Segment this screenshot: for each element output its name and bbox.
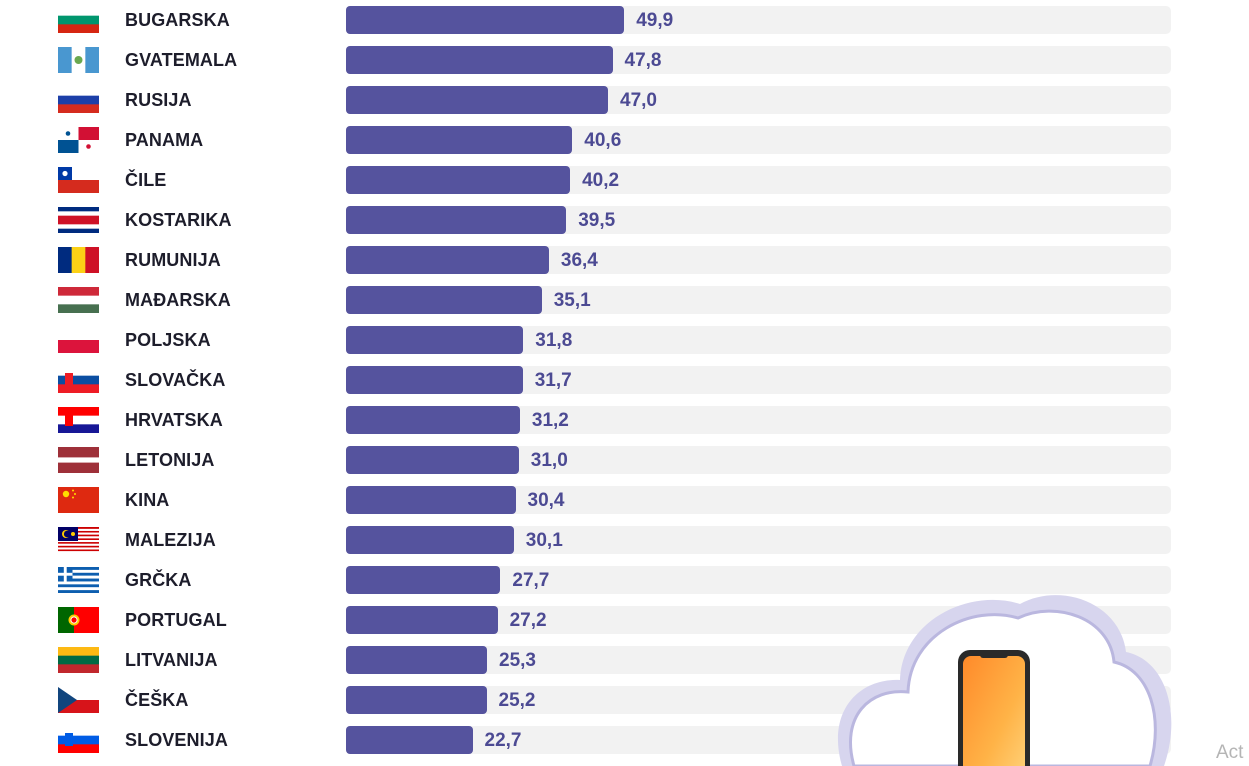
chile-flag	[58, 167, 99, 193]
bar	[346, 46, 613, 74]
panama-flag	[58, 127, 99, 153]
data-label: 25,2	[498, 690, 536, 711]
bar-row: RUSIJA 47,0	[0, 80, 1249, 120]
data-label: 31,0	[530, 450, 568, 471]
bar-row: MALEZIJA 30,1	[0, 520, 1249, 560]
country-label: PANAMA	[125, 130, 204, 150]
bar	[346, 126, 573, 154]
bar	[346, 686, 487, 714]
country-label: SLOVAČKA	[125, 370, 226, 390]
data-label: 27,7	[512, 570, 550, 591]
bar-row: MAĐARSKA 35,1	[0, 280, 1249, 320]
bar-row: KOSTARIKA 39,5	[0, 200, 1249, 240]
country-label: BUGARSKA	[125, 10, 230, 30]
bar	[346, 166, 571, 194]
bar-row: BUGARSKA 49,9	[0, 0, 1249, 40]
bar-row: HRVATSKA 31,2	[0, 400, 1249, 440]
country-label: POLJSKA	[125, 330, 211, 350]
watermark-text: Act	[1216, 742, 1244, 763]
country-label: HRVATSKA	[125, 410, 223, 430]
bar	[346, 566, 501, 594]
country-label: RUMUNIJA	[125, 250, 221, 270]
slovenia-flag	[58, 727, 99, 753]
country-label: GRČKA	[125, 570, 192, 590]
china-flag	[58, 487, 99, 513]
data-label: 40,2	[582, 170, 620, 191]
bar	[346, 646, 487, 674]
portugal-flag	[58, 607, 99, 633]
country-label: KINA	[125, 490, 170, 510]
data-label: 27,2	[509, 610, 547, 631]
bar-row: SLOVAČKA 31,7	[0, 360, 1249, 400]
data-label: 40,6	[584, 130, 622, 151]
hungary-flag	[58, 287, 99, 313]
malaysia-flag	[58, 527, 99, 553]
bar	[346, 446, 519, 474]
bar	[346, 606, 498, 634]
data-label: 49,9	[636, 10, 674, 31]
data-label: 30,4	[527, 490, 565, 511]
country-label: MAĐARSKA	[125, 290, 231, 310]
country-label: KOSTARIKA	[125, 210, 232, 230]
lithuania-flag	[58, 647, 99, 673]
country-label: PORTUGAL	[125, 610, 227, 630]
country-label: RUSIJA	[125, 90, 192, 110]
bar	[346, 526, 514, 554]
country-label: GVATEMALA	[125, 50, 238, 70]
country-label: SLOVENIJA	[125, 730, 228, 750]
data-label: 35,1	[553, 290, 591, 311]
bar	[346, 326, 524, 354]
country-label: MALEZIJA	[125, 530, 216, 550]
bar	[346, 406, 520, 434]
russia-flag	[58, 87, 99, 113]
bar-row: RUMUNIJA 36,4	[0, 240, 1249, 280]
country-label: LITVANIJA	[125, 650, 218, 670]
bar	[346, 366, 523, 394]
bar-row: PANAMA 40,6	[0, 120, 1249, 160]
bar	[346, 286, 542, 314]
data-label: 36,4	[560, 250, 598, 271]
bar-row: GRČKA 27,7	[0, 560, 1249, 600]
bulgaria-flag	[58, 7, 99, 33]
bar-row: GVATEMALA 47,8	[0, 40, 1249, 80]
bar-row: POLJSKA 31,8	[0, 320, 1249, 360]
czechia-flag	[58, 687, 99, 713]
country-label: LETONIJA	[125, 450, 215, 470]
bar	[346, 486, 516, 514]
bar	[346, 86, 608, 114]
croatia-flag	[58, 407, 99, 433]
data-label: 31,8	[535, 330, 573, 351]
data-label: 22,7	[484, 730, 522, 751]
bar-row: LETONIJA 31,0	[0, 440, 1249, 480]
romania-flag	[58, 247, 99, 273]
bar-row: KINA 30,4	[0, 480, 1249, 520]
poland-flag	[58, 327, 99, 353]
bar-row: ČILE 40,2	[0, 160, 1249, 200]
greece-flag	[58, 567, 99, 593]
data-label: 30,1	[525, 530, 563, 551]
data-label: 39,5	[578, 210, 616, 231]
country-label: ČILE	[125, 170, 167, 190]
bar	[346, 206, 567, 234]
guatemala-flag	[58, 47, 99, 73]
country-label: ČEŠKA	[125, 690, 189, 710]
latvia-flag	[58, 447, 99, 473]
data-label: 47,0	[620, 90, 657, 111]
bar	[346, 246, 549, 274]
slovakia-flag	[58, 367, 99, 393]
data-label: 47,8	[624, 50, 662, 71]
bar	[346, 726, 473, 754]
costa-rica-flag	[58, 207, 99, 233]
bar	[346, 6, 625, 34]
data-label: 25,3	[499, 650, 536, 671]
data-label: 31,2	[531, 410, 569, 431]
data-label: 31,7	[534, 370, 572, 391]
cloud-phone-icon	[837, 595, 1172, 766]
